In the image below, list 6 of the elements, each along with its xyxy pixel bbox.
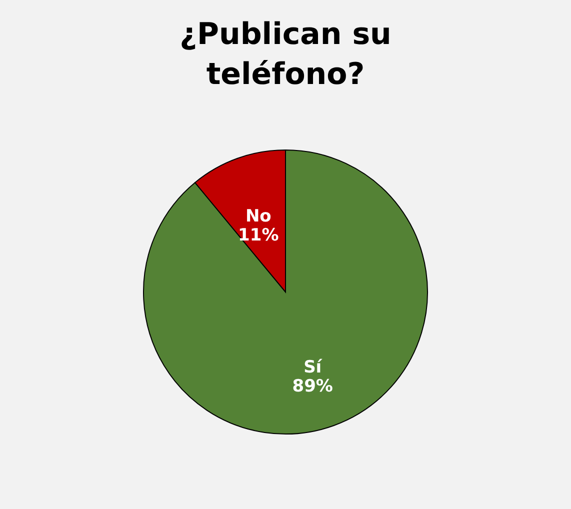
slice-label: Sí	[304, 357, 323, 378]
data-label: 11%	[238, 226, 279, 246]
pie-slice	[143, 150, 428, 434]
slice-label: No	[245, 206, 272, 227]
data-label: 89%	[292, 376, 333, 396]
chart-title: ¿Publican su teléfono?	[180, 17, 392, 92]
